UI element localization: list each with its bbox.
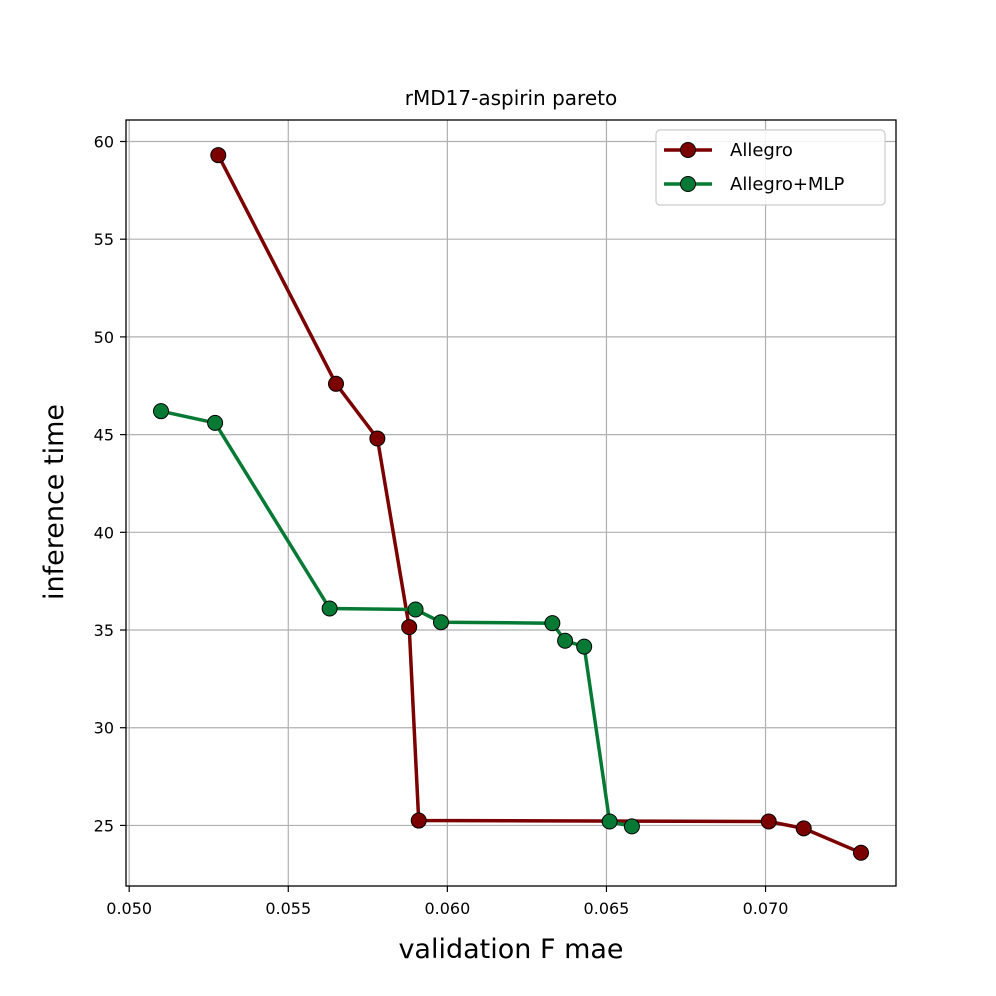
legend: Allegro Allegro+MLP [655,129,886,206]
allegro-mlp-point [601,813,618,830]
allegro-mlp-point [623,818,640,835]
allegro-mlp-point [321,600,338,617]
legend-item-allegro-mlp: Allegro+MLP [664,174,844,195]
grid [126,120,896,886]
legend-box [655,129,886,206]
y-tick-label: 45 [94,426,114,445]
x-tick-label: 0.070 [743,899,789,918]
legend-label: Allegro+MLP [730,174,844,195]
legend-item-allegro: Allegro [664,140,793,161]
series-allegro-mlp [153,403,640,835]
allegro-mlp-point [433,614,449,631]
allegro-point [410,812,427,829]
allegro-point [401,619,418,636]
allegro-mlp-point [407,601,424,618]
y-tick-label: 50 [94,328,114,347]
allegro-mlp-point [557,632,574,649]
y-tick-label: 60 [94,132,114,151]
allegro-point [210,147,227,164]
allegro-point [760,813,777,830]
allegro-mlp-point [544,615,561,632]
allegro-line [216,154,862,855]
legend-swatch-marker [680,142,696,158]
allegro-mlp-line [160,409,633,829]
series-allegro [210,147,869,861]
y-tick-label: 25 [94,816,114,835]
allegro-point [328,375,344,392]
x-tick-label: 0.055 [265,899,311,918]
allegro-point [853,844,869,861]
y-axis-label: inference time [39,404,70,600]
y-tick-label: 35 [94,621,114,640]
series-layer [153,147,869,861]
allegro-mlp-point [576,638,593,655]
y-tick-label: 30 [94,719,114,738]
legend-label: Allegro [730,140,793,161]
y-tick-label: 40 [94,523,114,542]
allegro-mlp-point [153,403,169,420]
y-tick-label: 55 [94,230,114,249]
x-tick-label: 0.050 [106,899,152,918]
allegro-point [795,820,812,837]
legend-swatch-marker [680,176,696,192]
ticks: 0.050 0.055 0.060 0.065 0.070 25 30 35 40 45 50 55 6… [94,132,789,918]
x-tick-label: 0.065 [584,899,630,918]
allegro-point [369,430,386,447]
allegro-mlp-point [207,414,224,431]
chart-title: rMD17-aspirin pareto [405,86,617,110]
x-axis-label: validation F mae [398,934,623,965]
plot-frame [125,119,897,887]
x-tick-label: 0.060 [424,899,470,918]
